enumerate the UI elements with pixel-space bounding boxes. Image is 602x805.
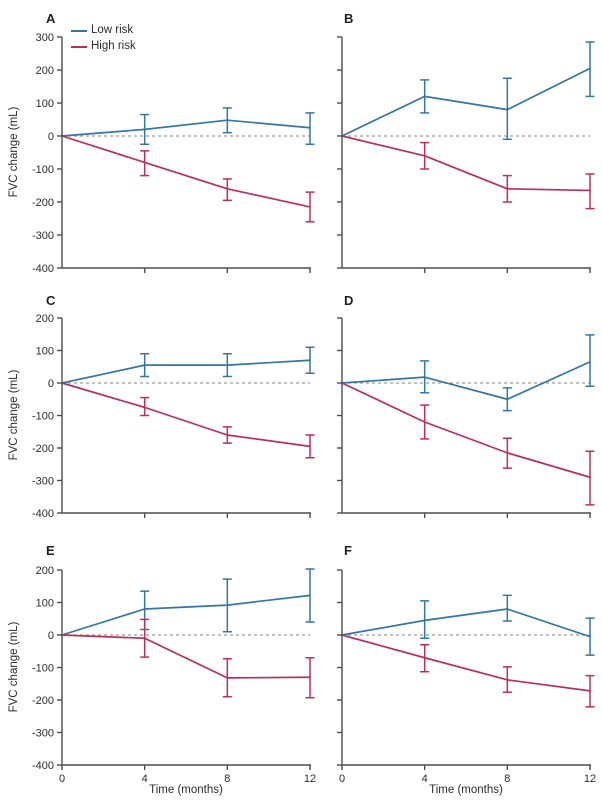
series-high-risk <box>61 135 315 223</box>
panel-letter-a: A <box>46 11 56 26</box>
plot-b <box>337 36 595 273</box>
low-risk-line <box>61 119 311 137</box>
panel-letter-c: C <box>46 293 56 308</box>
y-tick-label: -100 <box>32 663 54 675</box>
high-risk-line <box>341 135 591 192</box>
y-tick-label: -400 <box>32 508 54 520</box>
error-bar <box>585 334 595 387</box>
y-tick-label: -200 <box>32 197 54 209</box>
series-low-risk <box>341 41 595 141</box>
y-tick-label: 300 <box>36 32 54 44</box>
y-tick-label: -400 <box>32 263 54 275</box>
y-tick-label: -100 <box>32 411 54 423</box>
error-bar <box>305 191 315 223</box>
low-risk-line <box>341 67 591 137</box>
high-risk-line <box>341 634 591 692</box>
panel-letter-e: E <box>46 543 55 558</box>
high-risk-line <box>61 634 311 679</box>
low-risk-line-swatch <box>71 29 87 32</box>
high-risk-line <box>61 135 311 208</box>
error-bar <box>585 173 595 210</box>
plot-f: 0 4 8 12 <box>337 569 596 785</box>
low-risk-line <box>341 608 591 638</box>
x-tick-label: 0 <box>339 773 345 785</box>
x-tick-label: 8 <box>224 773 230 785</box>
x-axis-label-right: Time (months) <box>429 784 503 796</box>
y-tick-label: 200 <box>36 65 54 77</box>
series-high-risk <box>61 618 315 699</box>
x-tick-label: 8 <box>504 773 510 785</box>
panel-letter-f: F <box>344 543 352 558</box>
series-low-risk <box>61 107 315 145</box>
y-tick-label: -300 <box>32 728 54 740</box>
legend-item-high-risk: High risk <box>71 40 136 53</box>
series-low-risk <box>341 334 595 412</box>
y-tick-label: 100 <box>36 346 54 358</box>
error-bar <box>585 674 595 708</box>
panel-letter-b: B <box>344 11 354 26</box>
error-bar <box>585 450 595 506</box>
y-tick-label: -200 <box>32 695 54 707</box>
x-tick-label: 4 <box>422 773 428 785</box>
series-high-risk <box>61 382 315 459</box>
high-risk-line-swatch <box>71 45 87 48</box>
series-low-risk <box>61 568 315 636</box>
low-risk-line <box>61 359 311 384</box>
plot-a: 300 200 100 0 -100 -200 -300 -400 <box>32 32 315 275</box>
y-tick-label: -300 <box>32 230 54 242</box>
legend-label-high-risk: High risk <box>91 40 136 52</box>
y-tick-label: 0 <box>48 630 54 642</box>
y-tick-label: 200 <box>36 313 54 325</box>
y-tick-label: -300 <box>32 476 54 488</box>
y-tick-label: 200 <box>36 565 54 577</box>
plot-c: 200 100 0 -100 -200 -300 -400 <box>32 313 315 520</box>
x-tick-label: 12 <box>304 773 316 785</box>
y-tick-label: -200 <box>32 443 54 455</box>
x-tick-label: 4 <box>142 773 148 785</box>
high-risk-line <box>341 382 591 479</box>
y-tick-label: 100 <box>36 598 54 610</box>
x-tick-label: 0 <box>59 773 65 785</box>
y-tick-label: 0 <box>48 378 54 390</box>
low-risk-line <box>61 594 311 636</box>
high-risk-line <box>61 382 311 448</box>
plot-e: 200 100 0 -100 -200 -300 -400 0 4 8 12 <box>32 565 316 785</box>
plot-d <box>337 317 595 518</box>
series-high-risk <box>341 382 595 506</box>
legend-item-low-risk: Low risk <box>71 24 136 37</box>
series-high-risk <box>341 634 595 708</box>
panel-letter-d: D <box>344 293 354 308</box>
y-tick-label: -400 <box>32 760 54 772</box>
y-tick-label: 0 <box>48 131 54 143</box>
y-tick-label: -100 <box>32 164 54 176</box>
series-high-risk <box>341 135 595 210</box>
low-risk-line <box>341 361 591 401</box>
x-axis-label-left: Time (months) <box>149 784 223 796</box>
x-tick-label: 12 <box>584 773 596 785</box>
error-bar <box>305 112 315 145</box>
legend: Low risk High risk <box>71 24 136 53</box>
y-tick-label: 100 <box>36 98 54 110</box>
legend-label-low-risk: Low risk <box>91 24 134 36</box>
series-low-risk <box>61 346 315 384</box>
series-low-risk <box>341 594 595 656</box>
